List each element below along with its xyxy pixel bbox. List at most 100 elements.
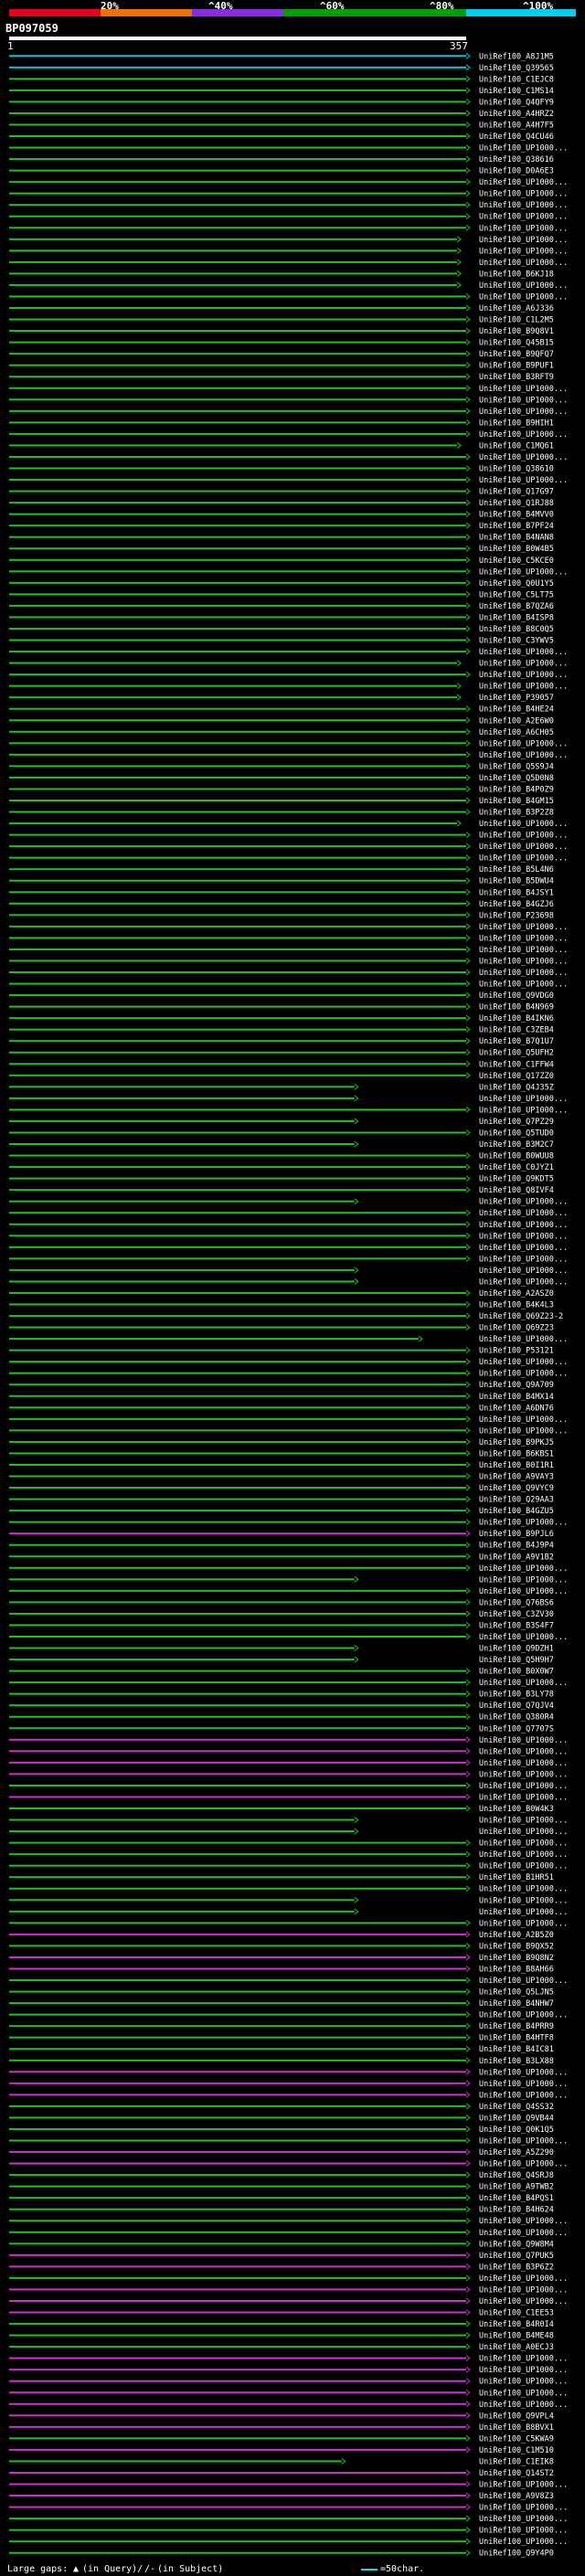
hit-label[interactable]: UniRef100_C1MS14: [479, 87, 554, 96]
hit-bar[interactable]: [9, 1051, 466, 1054]
hit-bar[interactable]: [9, 2357, 466, 2359]
hit-label[interactable]: UniRef100_B9QFQ7: [479, 350, 554, 359]
hit-bar[interactable]: [9, 467, 466, 470]
hit-label[interactable]: UniRef100_B8C0Q5: [479, 625, 554, 634]
hit-label[interactable]: UniRef100_Q39565: [479, 64, 554, 73]
hit-bar[interactable]: [9, 982, 466, 985]
hit-label[interactable]: UniRef100_B1HR51: [479, 1873, 554, 1882]
hit-bar[interactable]: [9, 719, 466, 722]
hit-bar[interactable]: [9, 2174, 466, 2177]
hit-bar[interactable]: [9, 753, 466, 756]
hit-label[interactable]: UniRef100_UP1000...: [479, 476, 568, 485]
hit-label[interactable]: UniRef100_UP1000...: [479, 1519, 568, 1528]
hit-label[interactable]: UniRef100_UP1000...: [479, 2274, 568, 2284]
hit-label[interactable]: UniRef100_Q45B15: [479, 339, 554, 348]
hit-bar[interactable]: [9, 364, 466, 366]
hit-bar[interactable]: [9, 1189, 466, 1192]
hit-label[interactable]: UniRef100_UP1000...: [479, 1770, 568, 1779]
hit-bar[interactable]: [9, 651, 466, 653]
hit-label[interactable]: UniRef100_Q380R4: [479, 1713, 554, 1723]
hit-label[interactable]: UniRef100_UP1000...: [479, 2401, 568, 2410]
hit-label[interactable]: UniRef100_UP1000...: [479, 2137, 568, 2147]
hit-bar[interactable]: [9, 2104, 466, 2107]
hit-label[interactable]: UniRef100_UP1000...: [479, 1587, 568, 1596]
hit-label[interactable]: UniRef100_A9V1B2: [479, 1553, 554, 1562]
hit-label[interactable]: UniRef100_UP1000...: [479, 854, 568, 864]
hit-bar[interactable]: [9, 1383, 466, 1386]
hit-bar[interactable]: [9, 971, 466, 974]
hit-bar[interactable]: [9, 1510, 466, 1512]
hit-bar[interactable]: [9, 1063, 466, 1065]
hit-label[interactable]: UniRef100_C3ZEB4: [479, 1026, 554, 1035]
hit-bar[interactable]: [9, 2518, 466, 2520]
hit-bar[interactable]: [9, 1200, 355, 1203]
hit-bar[interactable]: [9, 421, 466, 424]
hit-label[interactable]: UniRef100_C1L2M5: [479, 316, 554, 325]
hit-label[interactable]: UniRef100_B3M2C7: [479, 1140, 554, 1150]
hit-bar[interactable]: [9, 1681, 466, 1684]
hit-label[interactable]: UniRef100_B4GZU5: [479, 1507, 554, 1516]
hit-label[interactable]: UniRef100_UP1000...: [479, 751, 568, 760]
hit-label[interactable]: UniRef100_B4PQS1: [479, 2194, 554, 2203]
hit-label[interactable]: UniRef100_C1FFW4: [479, 1060, 554, 1069]
hit-bar[interactable]: [9, 868, 466, 871]
hit-label[interactable]: UniRef100_B4GZJ6: [479, 900, 554, 909]
hit-bar[interactable]: [9, 1578, 355, 1581]
hit-bar[interactable]: [9, 1440, 466, 1443]
hit-label[interactable]: UniRef100_B5L4N6: [479, 865, 554, 875]
hit-bar[interactable]: [9, 1589, 466, 1592]
hit-bar[interactable]: [9, 856, 466, 859]
hit-bar[interactable]: [9, 1177, 466, 1180]
hit-bar[interactable]: [9, 2471, 466, 2474]
hit-label[interactable]: UniRef100_B7Q1U7: [479, 1037, 554, 1046]
hit-label[interactable]: UniRef100_B9PJL6: [479, 1530, 554, 1539]
hit-bar[interactable]: [9, 1818, 355, 1821]
hit-label[interactable]: UniRef100_B8AH66: [479, 1965, 554, 1974]
hit-label[interactable]: UniRef100_B4H624: [479, 2206, 554, 2215]
hit-bar[interactable]: [9, 925, 466, 928]
hit-label[interactable]: UniRef100_B4K4L3: [479, 1301, 554, 1310]
hit-bar[interactable]: [9, 1361, 466, 1363]
hit-bar[interactable]: [9, 135, 466, 138]
hit-bar[interactable]: [9, 1166, 466, 1169]
hit-bar[interactable]: [9, 2311, 466, 2314]
hit-bar[interactable]: [9, 2334, 466, 2337]
hit-label[interactable]: UniRef100_B4R0I4: [479, 2320, 554, 2329]
hit-label[interactable]: UniRef100_B0X0W7: [479, 1668, 554, 1677]
hit-label[interactable]: UniRef100_UP1000...: [479, 281, 568, 291]
hit-bar[interactable]: [9, 1212, 466, 1214]
hit-bar[interactable]: [9, 2059, 466, 2062]
hit-label[interactable]: UniRef100_UP1000...: [479, 820, 568, 829]
hit-bar[interactable]: [9, 1338, 420, 1341]
hit-bar[interactable]: [9, 111, 466, 114]
hit-label[interactable]: UniRef100_Q4SS32: [479, 2103, 554, 2112]
hit-bar[interactable]: [9, 1246, 466, 1248]
hit-label[interactable]: UniRef100_UP1000...: [479, 236, 568, 245]
hit-bar[interactable]: [9, 2528, 466, 2531]
hit-label[interactable]: UniRef100_UP1000...: [479, 2080, 568, 2089]
hit-bar[interactable]: [9, 455, 466, 458]
hit-bar[interactable]: [9, 1796, 466, 1798]
hit-bar[interactable]: [9, 879, 466, 882]
hit-bar[interactable]: [9, 2127, 466, 2130]
hit-bar[interactable]: [9, 2197, 466, 2200]
hit-bar[interactable]: [9, 525, 466, 527]
hit-bar[interactable]: [9, 535, 466, 538]
hit-label[interactable]: UniRef100_UP1000...: [479, 1575, 568, 1585]
hit-bar[interactable]: [9, 1143, 355, 1146]
hit-bar[interactable]: [9, 1784, 466, 1786]
hit-label[interactable]: UniRef100_B7PF24: [479, 522, 554, 531]
hit-bar[interactable]: [9, 55, 466, 58]
hit-label[interactable]: UniRef100_UP1000...: [479, 1919, 568, 1928]
hit-bar[interactable]: [9, 833, 466, 836]
hit-label[interactable]: UniRef100_UP1000...: [479, 671, 568, 680]
hit-bar[interactable]: [9, 2448, 466, 2451]
hit-label[interactable]: UniRef100_UP1000...: [479, 385, 568, 394]
hit-bar[interactable]: [9, 959, 466, 962]
hit-label[interactable]: UniRef100_Q9Y4P0: [479, 2549, 554, 2559]
hit-bar[interactable]: [9, 2094, 466, 2096]
hit-bar[interactable]: [9, 227, 466, 229]
hit-bar[interactable]: [9, 444, 458, 447]
hit-label[interactable]: UniRef100_UP1000...: [479, 1908, 568, 1917]
hit-label[interactable]: UniRef100_C1EIK8: [479, 2457, 554, 2466]
